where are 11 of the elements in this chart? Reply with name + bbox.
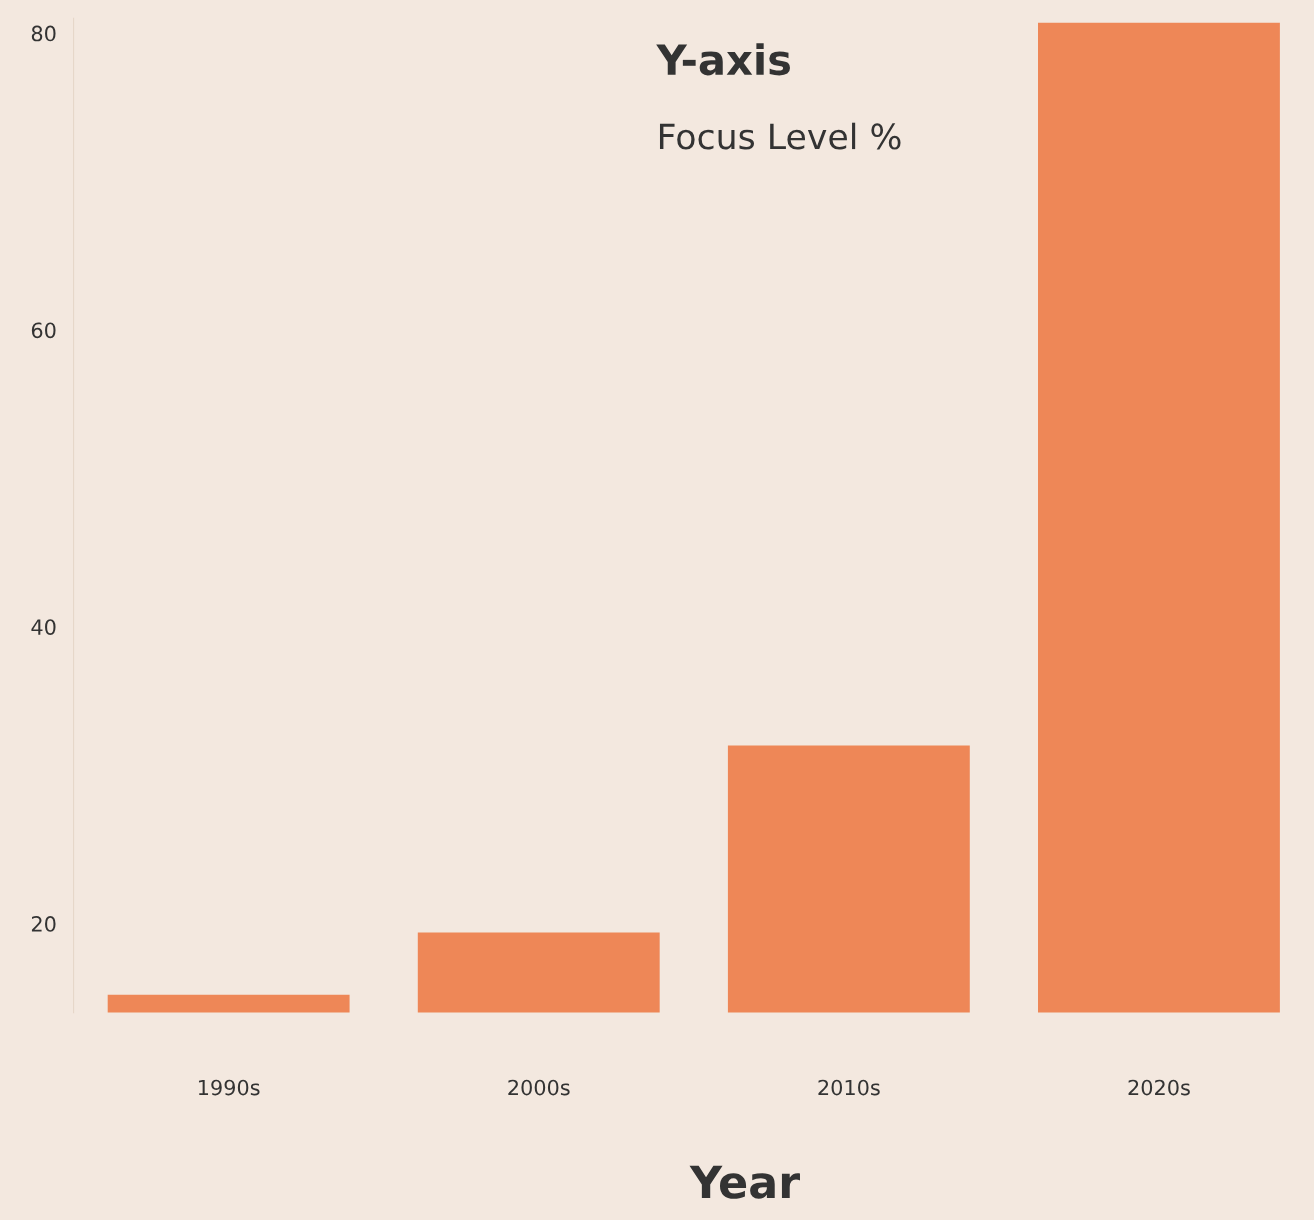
y-tick-label: 40 <box>31 619 56 635</box>
x-axis-title: Year <box>689 1165 800 1199</box>
y-axis-title: Focus Level % <box>659 122 901 150</box>
chart-title: Y-axis <box>656 43 790 76</box>
y-tick-label: 20 <box>31 916 56 932</box>
y-tick-label: 80 <box>31 25 56 42</box>
x-tick-label: 1990s <box>198 1079 260 1096</box>
y-tick-label: 60 <box>31 322 56 339</box>
x-tick-label: 2000s <box>508 1079 570 1096</box>
x-tick-label: 2020s <box>1128 1079 1190 1096</box>
x-tick-label: 2010s <box>818 1079 880 1096</box>
